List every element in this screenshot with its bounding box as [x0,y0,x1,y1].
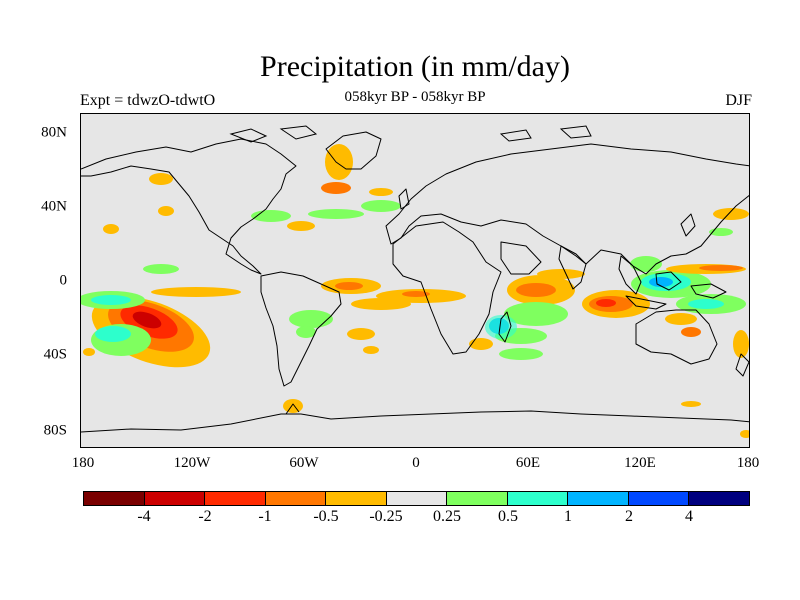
colorbar-label: -0.5 [313,508,339,525]
anomaly-patch [485,315,517,339]
anomaly-patch [308,209,364,219]
season-label: DJF [725,92,752,109]
anomaly-patch [132,311,162,329]
anomaly-patch [351,298,411,310]
anomaly-patch [369,188,393,196]
anomaly-patch [516,283,556,297]
anomaly-patch [335,282,363,290]
lon-label-180e: 180 [736,455,760,471]
experiment-label: Expt = tdwzO-tdwtO [80,92,216,109]
anomaly-patch [103,224,119,234]
colorbar-segment [326,492,387,505]
anomaly-patch [709,228,733,236]
lat-label-40s: 40S [43,346,67,363]
colorbar-label: 4 [685,508,693,525]
lat-label-0: 0 [59,272,68,289]
anomaly-patch [699,265,743,271]
colorbar-segment [386,492,448,505]
colorbar-label: 2 [625,508,633,525]
colorbar-label: 0.5 [498,508,518,525]
colorbar-segment [628,492,690,505]
colorbar-label: -4 [137,508,151,525]
lon-label-60e: 60E [515,455,541,471]
lon-label-120e: 120E [624,455,656,471]
anomaly-patch [325,144,353,180]
colorbar-segment [447,492,508,505]
anomaly-patch [283,399,303,413]
anomaly-patch [296,326,316,338]
anomaly-patch [665,313,697,325]
anomaly-patch [596,299,616,307]
anomaly-patch [537,269,585,279]
colorbar-segment [689,492,750,505]
lon-label-120w: 120W [173,455,211,471]
anomaly-patch [347,328,375,340]
anomaly-patch [402,291,430,297]
anomaly-patch [95,326,131,342]
lon-label-60w: 60W [289,455,319,471]
map-canvas [81,125,749,438]
anomaly-patch [363,346,379,354]
anomaly-patch [740,430,749,438]
lat-label-80s: 80S [43,422,67,439]
colorbar-label: -0.25 [369,508,403,525]
lon-label-180w: 180 [71,455,95,471]
colorbar-segment [84,492,145,505]
anomaly-patch [499,348,543,360]
anomaly-patch [733,330,749,358]
anomaly-patch [688,299,724,309]
anomaly-patch [504,302,568,326]
anomaly-patch [361,200,401,212]
anomaly-patch [151,287,241,297]
colorbar-label: -1 [258,508,272,525]
anomaly-patch [289,310,333,328]
anomaly-patch [630,256,662,272]
arctic-islands [229,125,592,143]
coastlines [81,131,749,433]
colorbar-label: 1 [564,508,572,525]
precipitation-map [80,113,750,448]
lat-label-80n: 80N [41,124,67,141]
colorbar-label: -2 [198,508,212,525]
anomaly-patch [83,348,95,356]
anomaly-patch [681,401,701,407]
anomaly-patch [469,338,493,350]
colorbar-segment [205,492,266,505]
anomaly-patch [713,208,749,220]
lon-label-0: 0 [412,455,420,471]
colorbar [83,491,750,506]
anomaly-patch [321,182,351,194]
colorbar-segment [507,492,569,505]
page-title: Precipitation (in mm/day) [260,50,570,83]
colorbar-label: 0.25 [433,508,461,525]
anomaly-patch [149,173,173,185]
anomaly-patch [649,277,673,287]
colorbar-segment [144,492,206,505]
anomaly-patch [681,327,701,337]
colorbar-segment [265,492,327,505]
anomaly-patch [287,221,315,231]
colorbar-segment [568,492,629,505]
anomaly-patch [91,295,131,305]
page-subtitle: 058kyr BP - 058kyr BP [344,89,486,105]
lat-label-40n: 40N [41,198,67,215]
anomaly-patch [158,206,174,216]
anomaly-patches [81,144,749,438]
anomaly-patch [143,264,179,274]
